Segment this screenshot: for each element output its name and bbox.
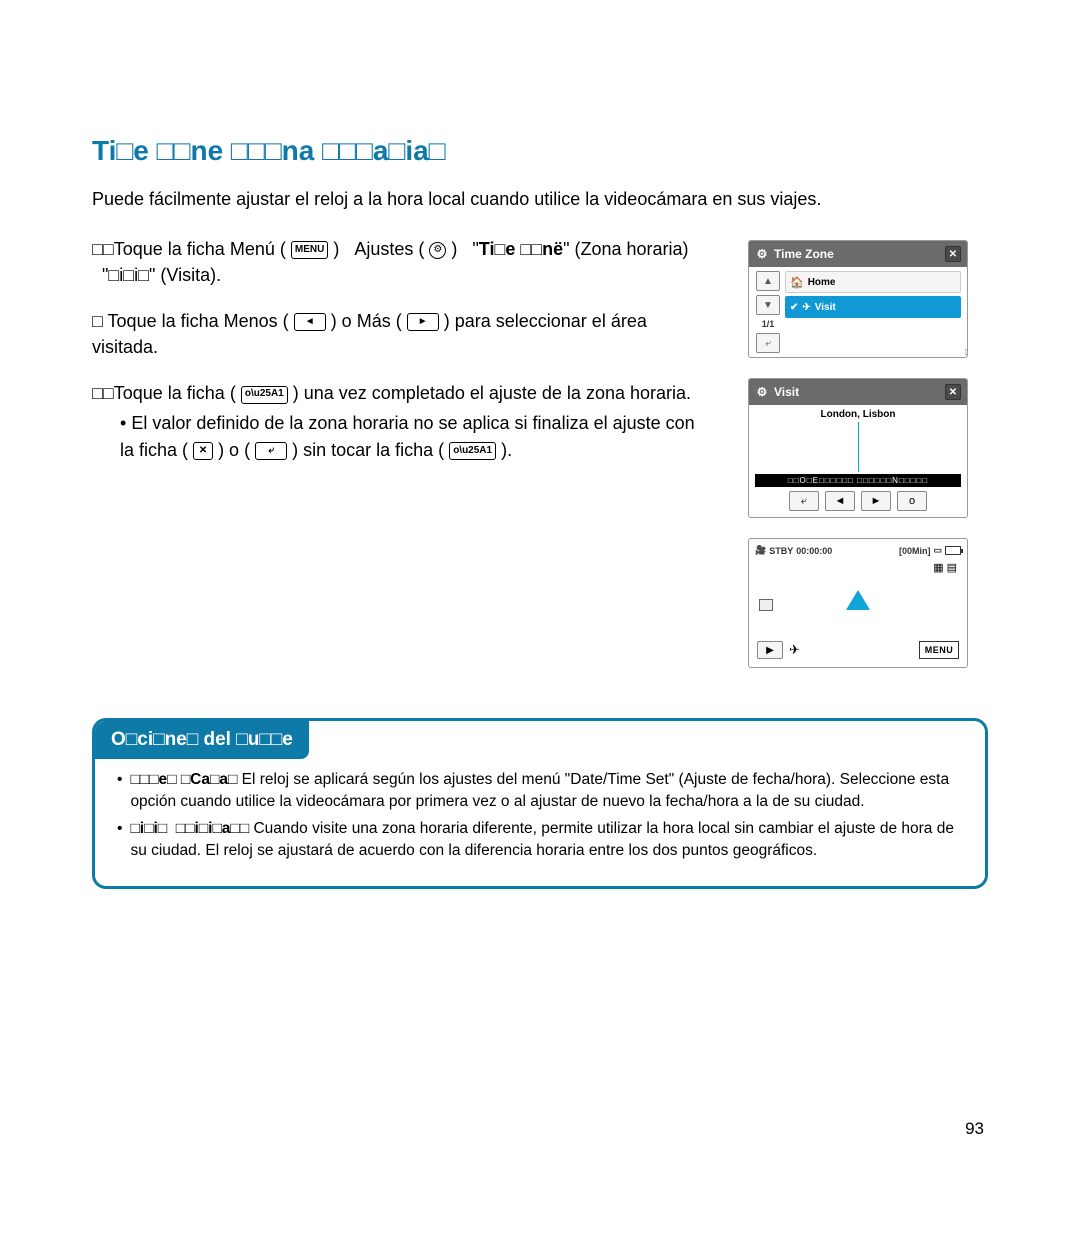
panel-timezone: ⚙ Time Zone ✕ ▲ ▼ 1/1 ⤶ 🏠: [748, 240, 968, 358]
menu-icon: MENU: [291, 241, 328, 259]
world-map: [755, 422, 961, 472]
grid-icon: ▦: [933, 561, 943, 574]
close-x-icon: ✕: [193, 442, 213, 460]
step3-sub-c: ) sin tocar la ficha (: [292, 440, 444, 460]
step1-text-a: □□Toque la ficha Menú (: [92, 239, 286, 259]
gear-icon: ⚙: [755, 385, 769, 399]
rec-icon: 🎥: [755, 545, 766, 556]
step3-sub-d: ).: [501, 440, 512, 460]
panel2-title: Visit: [774, 385, 799, 399]
date-bar: □□O□E□□□□□□ □□□□□□N□□□□□: [755, 474, 961, 487]
check-icon: ✔: [790, 302, 798, 313]
intro-text: Puede fácilmente ajustar el reloj a la h…: [92, 189, 988, 210]
mode-icon: ▤: [947, 561, 957, 574]
play-button[interactable]: ▶: [757, 641, 783, 659]
time-label: 00:00:00: [796, 546, 832, 556]
options-title: O□ci□ne□ del □u□□e: [95, 721, 309, 759]
scroll-up-button[interactable]: ▲: [756, 271, 780, 291]
step2-text-a: □ Toque la ficha Menos (: [92, 311, 289, 331]
sd-card-icon: [759, 599, 773, 611]
plane-icon: ✈: [802, 302, 810, 313]
step1-bold: Ti□e □□në: [479, 239, 563, 259]
meridian-line: [858, 422, 859, 472]
option2-text: Cuando visite una zona horaria diferente…: [130, 820, 954, 859]
next-button[interactable]: ►: [861, 491, 891, 511]
card-icon: ▭: [933, 545, 942, 556]
ok-button[interactable]: o: [897, 491, 927, 511]
stby-label: STBY: [769, 546, 793, 556]
gear-icon: ⚙: [755, 247, 769, 261]
panel1-header: ⚙ Time Zone ✕: [749, 241, 967, 267]
return-button[interactable]: ⤶: [756, 333, 780, 353]
panel1-title: Time Zone: [774, 247, 834, 261]
step3-text-b: ) una vez completado el ajuste de la zon…: [293, 383, 691, 403]
gear-icon: ⚙: [429, 242, 446, 259]
menu-button[interactable]: MENU: [919, 641, 959, 659]
hand-cursor-icon: ☟: [964, 346, 968, 358]
bullet-icon: •: [117, 818, 122, 861]
option2-label: □i□i□ □□i□i□a□□: [130, 820, 249, 837]
row-visit[interactable]: ✔ ✈ Visit: [785, 296, 961, 318]
step-1: □□Toque la ficha Menú ( MENU ) Ajustes (…: [92, 236, 708, 288]
step3-sub-b: ) o (: [218, 440, 250, 460]
visit-label: Visit: [815, 302, 836, 313]
step1-text-c: ) ": [451, 239, 478, 259]
bullet-icon: •: [117, 769, 122, 812]
scroll-down-button[interactable]: ▼: [756, 295, 780, 315]
side-panels: ⚙ Time Zone ✕ ▲ ▼ 1/1 ⤶ 🏠: [748, 236, 988, 668]
return-icon: ⤶: [255, 442, 287, 460]
city-label: London, Lisbon: [749, 405, 967, 422]
battery-icon: [945, 546, 961, 555]
right-arrow-icon: ►: [407, 313, 439, 331]
step3-sub: • El valor definido de la zona horaria n…: [120, 410, 708, 462]
prev-button[interactable]: ◄: [825, 491, 855, 511]
panel-visit: ⚙ Visit ✕ London, Lisbon □□O□E□□□□□□ □□□…: [748, 378, 968, 518]
page-indicator: 1/1: [762, 319, 775, 329]
panel2-header: ⚙ Visit ✕: [749, 379, 967, 405]
pointer-arrow-icon: [846, 590, 870, 610]
close-button[interactable]: ✕: [945, 246, 961, 262]
step3-text-a: □□Toque la ficha (: [92, 383, 236, 403]
option-home: • □□□e□ □Ca□a□ El reloj se aplicará segú…: [117, 769, 963, 812]
option1-text: El reloj se aplicará según los ajustes d…: [130, 771, 949, 810]
plane-icon: ✈: [789, 642, 800, 658]
step1-text-b: ) Ajustes (: [333, 239, 424, 259]
instructions: □□Toque la ficha Menú ( MENU ) Ajustes (…: [92, 236, 708, 668]
ok-icon: o\u25A1: [449, 442, 496, 460]
option-visit: • □i□i□ □□i□i□a□□ Cuando visite una zona…: [117, 818, 963, 861]
option1-label: □□□e□ □Ca□a□: [130, 771, 237, 788]
step-3: □□Toque la ficha ( o\u25A1 ) una vez com…: [92, 380, 708, 462]
home-label: Home: [808, 277, 836, 288]
left-arrow-icon: ◄: [294, 313, 326, 331]
remain-label: [00Min]: [899, 546, 931, 556]
home-icon: 🏠: [790, 276, 804, 289]
page-title: Ti□e □□ne □□□na □□□a□ia□: [92, 135, 988, 167]
row-home[interactable]: 🏠 Home: [785, 271, 961, 293]
options-box: O□ci□ne□ del □u□□e • □□□e□ □Ca□a□ El rel…: [92, 718, 988, 889]
status-bar: 🎥 STBY 00:00:00 [00Min] ▭: [755, 545, 961, 556]
step-2: □ Toque la ficha Menos ( ◄ ) o Más ( ► )…: [92, 308, 708, 360]
page-number: 93: [965, 1119, 984, 1139]
ok-icon: o\u25A1: [241, 386, 288, 404]
close-button[interactable]: ✕: [945, 384, 961, 400]
step2-text-b: ) o Más (: [331, 311, 402, 331]
return-button[interactable]: ⤶: [789, 491, 819, 511]
panel-preview: 🎥 STBY 00:00:00 [00Min] ▭ ▦ ▤ ▶ ✈ MEN: [748, 538, 968, 668]
